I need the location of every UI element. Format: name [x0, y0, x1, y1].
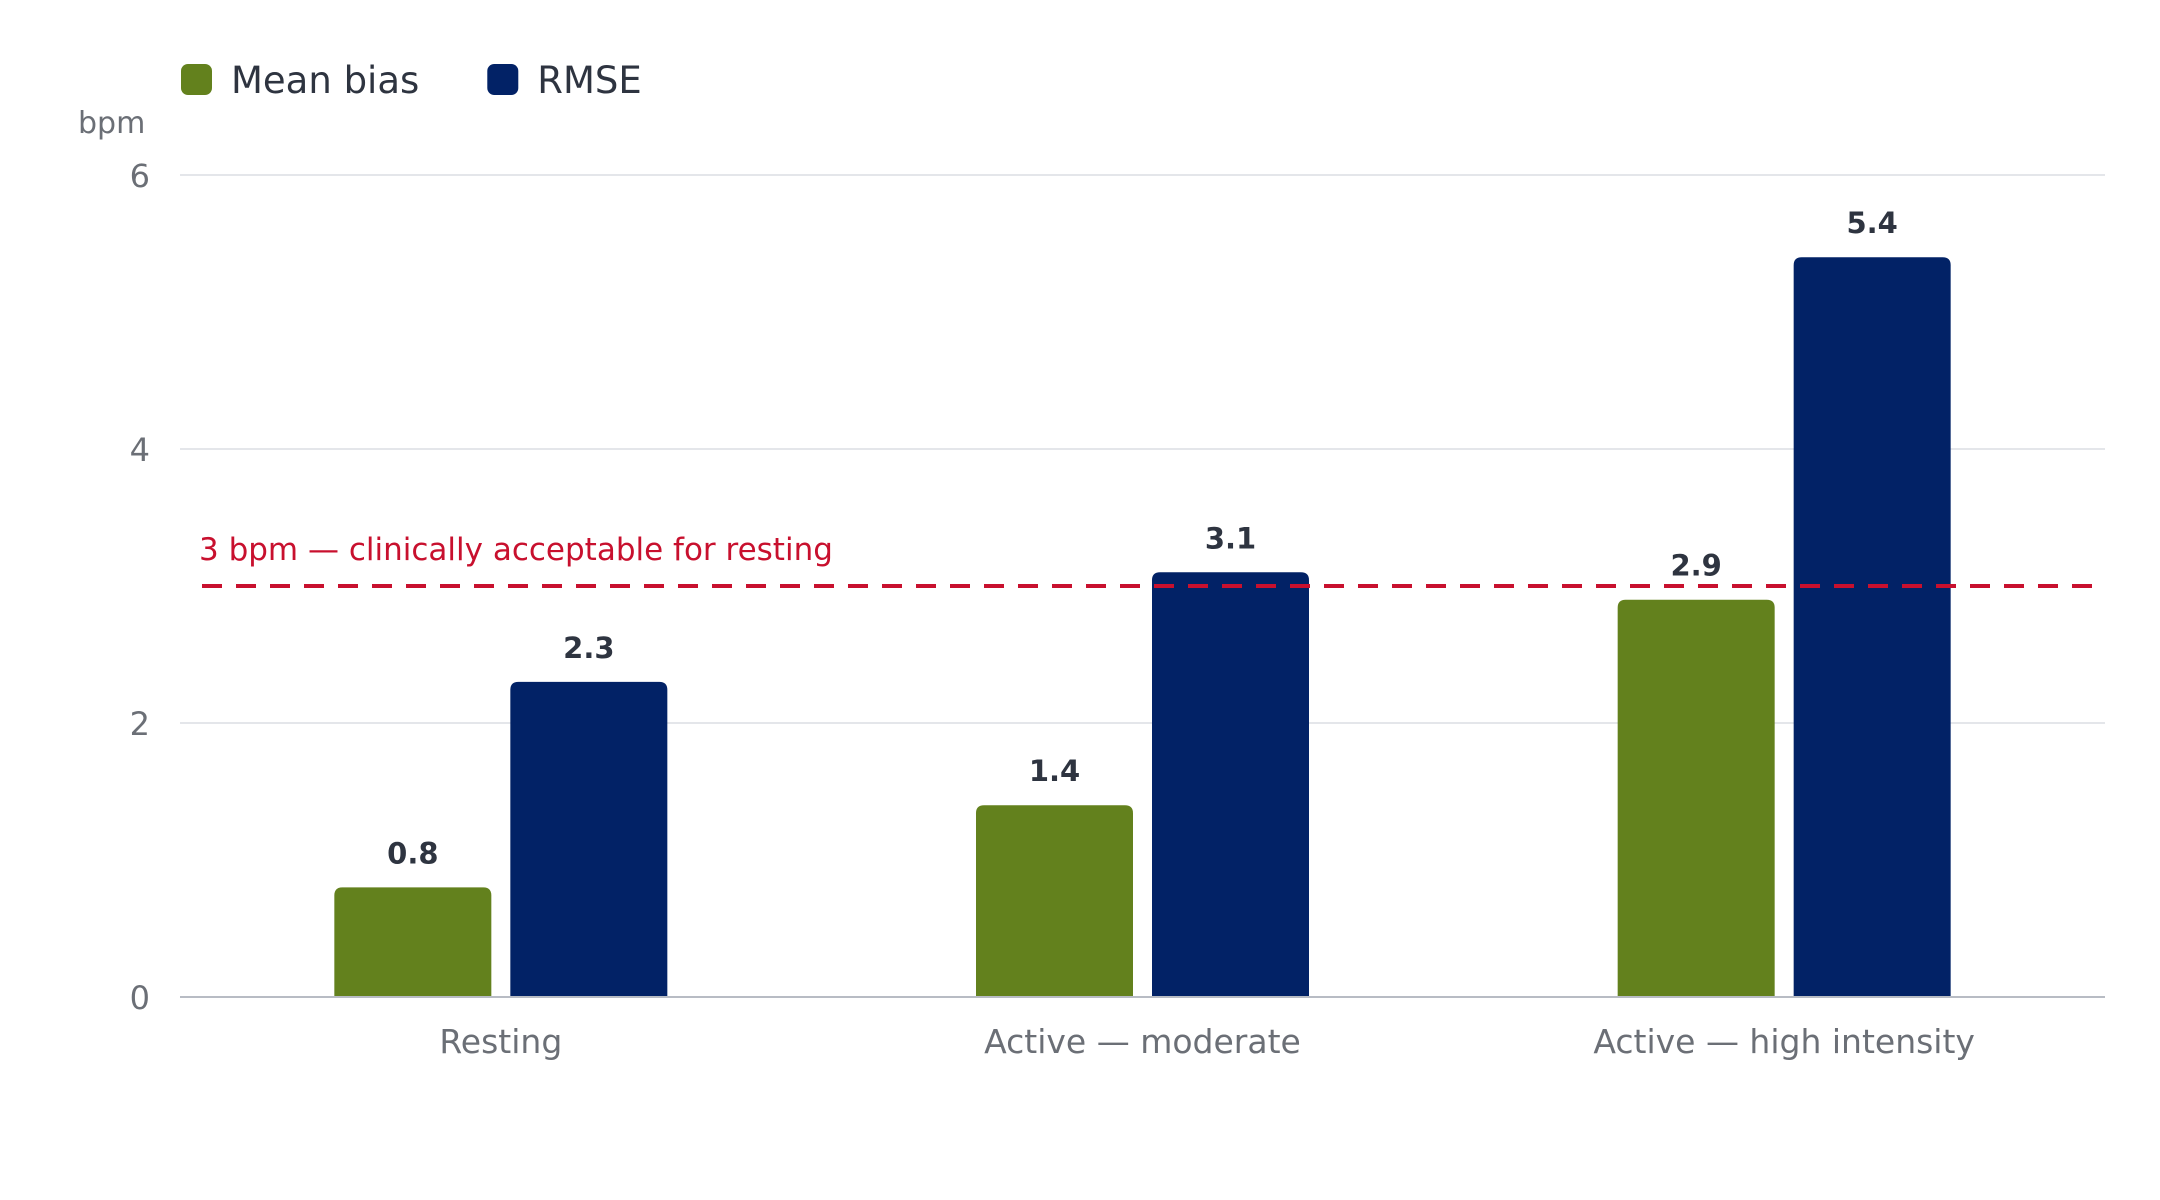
legend-swatch [181, 64, 212, 95]
y-axis-unit-label: bpm [78, 106, 145, 141]
x-category-label: Active — high intensity [1593, 1022, 1975, 1061]
legend-label: Mean bias [231, 59, 419, 102]
y-tick-label: 4 [130, 431, 150, 469]
legend-label: RMSE [537, 59, 642, 102]
value-labels: 0.8 2.3 1.4 3.1 2.9 5.4 [387, 206, 1898, 870]
bar-value-label: 0.8 [387, 836, 438, 870]
y-tick-label: 2 [130, 705, 150, 743]
legend: Mean bias RMSE [181, 59, 642, 102]
bar-mean-bias [334, 887, 492, 997]
x-category-label: Active — moderate [984, 1022, 1301, 1061]
bar-rmse [510, 681, 668, 997]
bar-mean-bias [976, 805, 1133, 997]
x-category-label: Resting [439, 1022, 562, 1061]
y-tick-label: 6 [130, 157, 150, 195]
bar-value-label: 1.4 [1029, 754, 1080, 788]
bar-mean-bias [1617, 599, 1775, 997]
reference-line-group: 3 bpm — clinically acceptable for restin… [199, 532, 2105, 588]
bar-rmse [1793, 257, 1951, 997]
bar-rmse [1152, 572, 1309, 997]
x-axis-labels: Resting Active — moderate Active — high in… [439, 1022, 1975, 1061]
legend-swatch [487, 64, 519, 95]
bar-value-label: 2.9 [1670, 549, 1721, 583]
bars [334, 257, 1951, 997]
gridlines [180, 174, 2105, 724]
y-axis-ticks: 0 2 4 6 [130, 157, 150, 1017]
bar-value-label: 5.4 [1846, 206, 1897, 240]
y-tick-label: 0 [130, 979, 150, 1017]
bar-value-label: 2.3 [563, 631, 614, 665]
bar-value-label: 3.1 [1205, 521, 1256, 555]
reference-line-label: 3 bpm — clinically acceptable for restin… [199, 532, 833, 568]
